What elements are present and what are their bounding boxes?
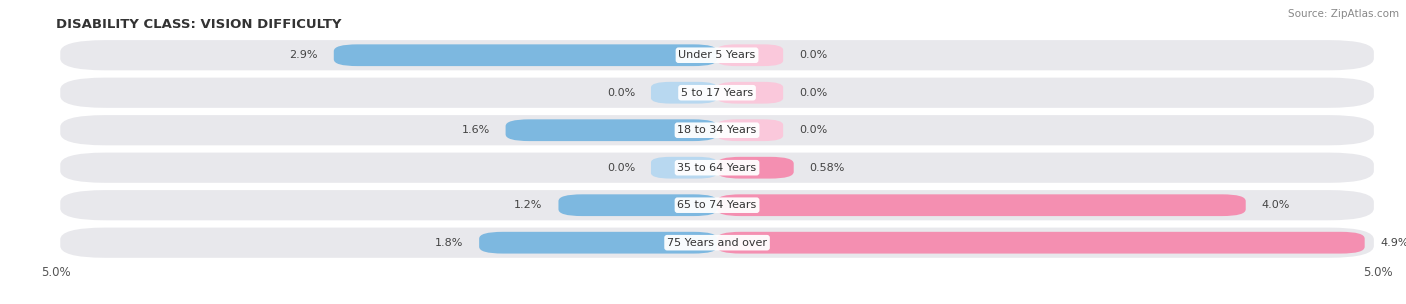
- FancyBboxPatch shape: [558, 194, 717, 216]
- FancyBboxPatch shape: [506, 119, 717, 141]
- FancyBboxPatch shape: [479, 232, 717, 254]
- FancyBboxPatch shape: [59, 151, 1375, 184]
- Text: 35 to 64 Years: 35 to 64 Years: [678, 163, 756, 173]
- FancyBboxPatch shape: [651, 82, 717, 104]
- FancyBboxPatch shape: [717, 82, 783, 104]
- FancyBboxPatch shape: [717, 44, 783, 66]
- FancyBboxPatch shape: [333, 44, 717, 66]
- Text: 0.0%: 0.0%: [607, 88, 636, 98]
- Text: 4.9%: 4.9%: [1381, 238, 1406, 248]
- Text: DISABILITY CLASS: VISION DIFFICULTY: DISABILITY CLASS: VISION DIFFICULTY: [56, 18, 342, 31]
- Text: 0.0%: 0.0%: [799, 50, 827, 60]
- Text: 18 to 34 Years: 18 to 34 Years: [678, 125, 756, 135]
- Legend: Male, Female: Male, Female: [658, 299, 776, 304]
- Text: 75 Years and over: 75 Years and over: [666, 238, 768, 248]
- Text: 0.58%: 0.58%: [810, 163, 845, 173]
- Text: Under 5 Years: Under 5 Years: [679, 50, 755, 60]
- FancyBboxPatch shape: [651, 157, 717, 178]
- FancyBboxPatch shape: [59, 226, 1375, 259]
- Text: 0.0%: 0.0%: [607, 163, 636, 173]
- FancyBboxPatch shape: [59, 114, 1375, 147]
- Text: 1.2%: 1.2%: [515, 200, 543, 210]
- FancyBboxPatch shape: [717, 194, 1246, 216]
- Text: 5 to 17 Years: 5 to 17 Years: [681, 88, 754, 98]
- Text: 65 to 74 Years: 65 to 74 Years: [678, 200, 756, 210]
- Text: 0.0%: 0.0%: [799, 88, 827, 98]
- FancyBboxPatch shape: [59, 189, 1375, 222]
- Text: 1.8%: 1.8%: [434, 238, 464, 248]
- FancyBboxPatch shape: [717, 232, 1365, 254]
- FancyBboxPatch shape: [717, 119, 783, 141]
- Text: 4.0%: 4.0%: [1261, 200, 1289, 210]
- FancyBboxPatch shape: [59, 39, 1375, 72]
- Text: 1.6%: 1.6%: [461, 125, 489, 135]
- Text: 0.0%: 0.0%: [799, 125, 827, 135]
- FancyBboxPatch shape: [717, 157, 794, 178]
- Text: 2.9%: 2.9%: [290, 50, 318, 60]
- FancyBboxPatch shape: [59, 76, 1375, 109]
- Text: Source: ZipAtlas.com: Source: ZipAtlas.com: [1288, 9, 1399, 19]
